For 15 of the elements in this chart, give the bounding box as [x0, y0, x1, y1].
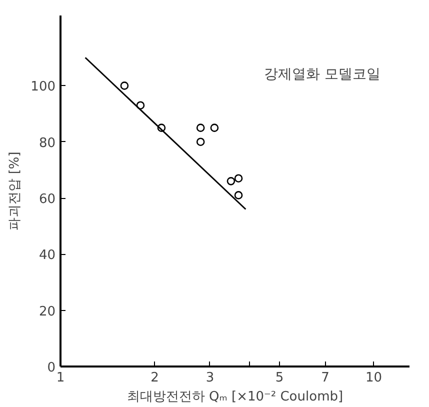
y-tick-label: 60: [38, 192, 56, 208]
annotation: 강제열화 모델코일: [264, 66, 381, 82]
y-tick-label: 80: [38, 136, 56, 151]
x-tick-label: 1: [56, 370, 65, 386]
y-tick-label: 0: [47, 360, 56, 376]
y-tick-label: 100: [30, 80, 56, 95]
x-tick-label: 3: [206, 370, 214, 386]
x-tick-label: 5: [275, 370, 284, 386]
x-tick-label: 7: [321, 370, 330, 386]
x-tick-label: 2: [150, 370, 159, 386]
y-tick-label: 20: [38, 304, 56, 320]
x-axis-title: 최대방전전하 Qₘ [×10⁻² Coulomb]: [126, 390, 344, 404]
y-axis-title: 파괴전압 [%]: [8, 152, 23, 230]
y-tick-label: 40: [38, 248, 56, 264]
x-tick-label: 10: [366, 370, 382, 386]
